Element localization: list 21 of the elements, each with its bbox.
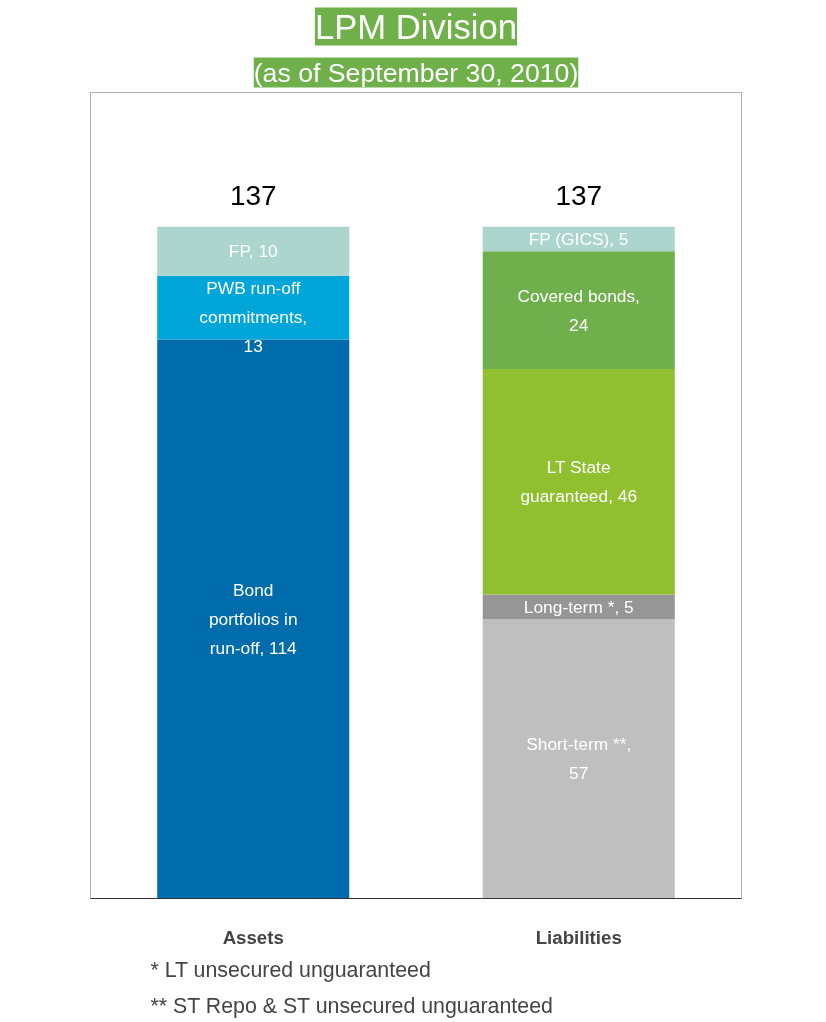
- data-label: Short-term **, 57: [526, 734, 632, 784]
- data-label: Bond portfolios in run-off, 114: [208, 580, 298, 659]
- text: * LT unsecured unguaranteed: [150, 957, 431, 982]
- total-label: 137: [555, 179, 603, 211]
- data-label: LT State guaranteed, 46: [520, 457, 638, 507]
- data-label: PWB run-off commitments, 13: [199, 277, 308, 356]
- bar: [482, 369, 675, 595]
- x-tick-label: Assets: [222, 926, 284, 948]
- x-tick-label: Liabilities: [535, 926, 622, 948]
- data-label: FP, 10: [228, 241, 278, 262]
- bar: [157, 275, 350, 340]
- data-label: FP (GICS), 5: [528, 228, 629, 249]
- text: ** ST Repo & ST unsecured unguaranteed: [150, 993, 553, 1018]
- data-label: Long-term *, 5: [523, 596, 634, 617]
- data-label: Covered bonds, 24: [517, 285, 640, 335]
- total-label: 137: [229, 179, 277, 211]
- chart-subtitle: (as of September 30, 2010): [253, 57, 579, 88]
- chart-title: LPM Division: [314, 7, 518, 46]
- bar: [482, 619, 675, 899]
- bar: [482, 251, 675, 370]
- bar: [157, 339, 350, 899]
